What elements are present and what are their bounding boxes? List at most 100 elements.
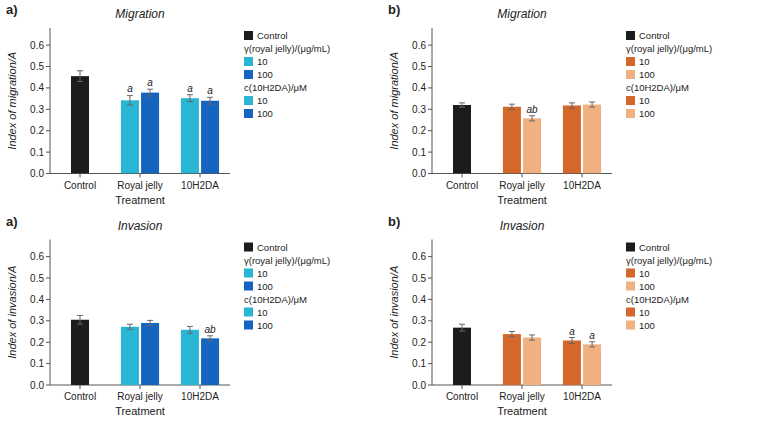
y-tick-label: 0.4: [412, 82, 426, 93]
x-tick: [200, 174, 201, 178]
error-bar-line: [80, 71, 81, 82]
y-tick: [46, 299, 50, 300]
bar: [71, 76, 89, 173]
error-bar-cap: [127, 105, 133, 106]
bar: [201, 338, 219, 385]
annotation: ab: [205, 324, 217, 335]
annotation: a: [127, 83, 133, 94]
error-bar: [77, 71, 83, 82]
x-tick: [80, 174, 81, 178]
y-tick-label: 0.3: [412, 104, 426, 115]
error-bar-cap: [459, 331, 465, 332]
x-axis-label: Treatment: [115, 194, 165, 206]
error-bar: [589, 342, 595, 347]
y-axis: [432, 28, 433, 174]
legend-title: γ(royal jelly)/(μg/mL): [244, 43, 330, 54]
error-bar-line: [189, 95, 190, 102]
panel-label: b): [388, 2, 400, 17]
y-tick: [428, 299, 432, 300]
error-bar-cap: [77, 70, 83, 71]
error-bar-line: [150, 89, 151, 96]
x-tick-label: Royal jelly: [499, 180, 545, 191]
y-axis-label: Index of invasion/A: [6, 266, 18, 359]
bar: [583, 344, 601, 385]
title: Invasion: [118, 219, 163, 233]
x-tick-label: 10H2DA: [181, 391, 219, 402]
error-bar-line: [129, 324, 130, 329]
annotation: a: [569, 326, 575, 337]
x-axis-label: Treatment: [497, 194, 547, 206]
error-bar-line: [592, 342, 593, 347]
x-tick-label: Royal jelly: [117, 180, 163, 191]
error-bar-line: [80, 315, 81, 324]
y-tick-label: 0.0: [412, 168, 426, 179]
y-tick: [46, 256, 50, 257]
error-bar-line: [592, 102, 593, 107]
error-bar-cap: [187, 333, 193, 334]
error-bar: [207, 97, 213, 104]
error-bar-cap: [589, 346, 595, 347]
y-tick-label: 0.5: [412, 273, 426, 284]
y-tick: [428, 385, 432, 386]
error-bar-cap: [77, 81, 83, 82]
error-bar-cap: [147, 89, 153, 90]
error-bar-cap: [147, 320, 153, 321]
y-tick: [46, 152, 50, 153]
y-axis-label: Index of migration/A: [6, 52, 18, 150]
legend-title: γ(royal jelly)/(μg/mL): [244, 255, 330, 266]
legend-label: 100: [257, 281, 273, 292]
error-bar-cap: [589, 102, 595, 103]
y-tick: [428, 45, 432, 46]
bar: [583, 105, 601, 174]
x-tick: [140, 385, 141, 389]
error-bar-cap: [207, 335, 213, 336]
plot-area: [453, 102, 601, 173]
legend-title: c(10H2DA)/μM: [626, 82, 689, 93]
x-tick-label: 10H2DA: [181, 180, 219, 191]
legend-label: 100: [257, 69, 273, 80]
legend-swatch: [244, 57, 253, 66]
error-bar-line: [462, 103, 463, 107]
error-bar-line: [210, 336, 211, 341]
error-bar-cap: [127, 329, 133, 330]
error-bar: [207, 336, 213, 341]
y-axis-label: Index of invasion/A: [388, 266, 400, 359]
legend-label: 10: [639, 95, 650, 106]
y-tick: [428, 130, 432, 131]
legend-label: Control: [639, 242, 670, 253]
y-tick-label: 0.1: [30, 358, 44, 369]
error-bar-cap: [147, 325, 153, 326]
error-bar: [187, 95, 193, 102]
y-tick: [428, 256, 432, 257]
x-tick: [140, 174, 141, 178]
error-bar: [529, 335, 535, 340]
error-bar-cap: [147, 96, 153, 97]
x-tick: [462, 385, 463, 389]
legend-title: γ(royal jelly)/(μg/mL): [626, 43, 712, 54]
y-axis: [50, 28, 51, 174]
error-bar-cap: [529, 340, 535, 341]
error-bar-line: [129, 96, 130, 105]
y-tick: [428, 278, 432, 279]
y-tick-label: 0.4: [30, 294, 44, 305]
y-tick: [46, 66, 50, 67]
legend-swatch: [626, 57, 635, 66]
x-axis-label: Treatment: [497, 405, 547, 417]
y-tick-label: 0.1: [412, 147, 426, 158]
plot-area: [71, 71, 219, 174]
error-bar-cap: [207, 340, 213, 341]
legend-label: Control: [257, 30, 288, 41]
y-tick: [428, 363, 432, 364]
title: Migration: [497, 7, 547, 21]
y-tick: [428, 173, 432, 174]
panel-label: a): [6, 214, 18, 229]
annotation: a: [187, 83, 193, 94]
x-tick: [200, 385, 201, 389]
legend-swatch: [626, 308, 635, 317]
error-bar-line: [462, 324, 463, 331]
bar: [201, 101, 219, 174]
panel-label: b): [388, 214, 400, 229]
error-bar: [459, 324, 465, 331]
bar: [523, 118, 541, 173]
x-tick: [522, 385, 523, 389]
